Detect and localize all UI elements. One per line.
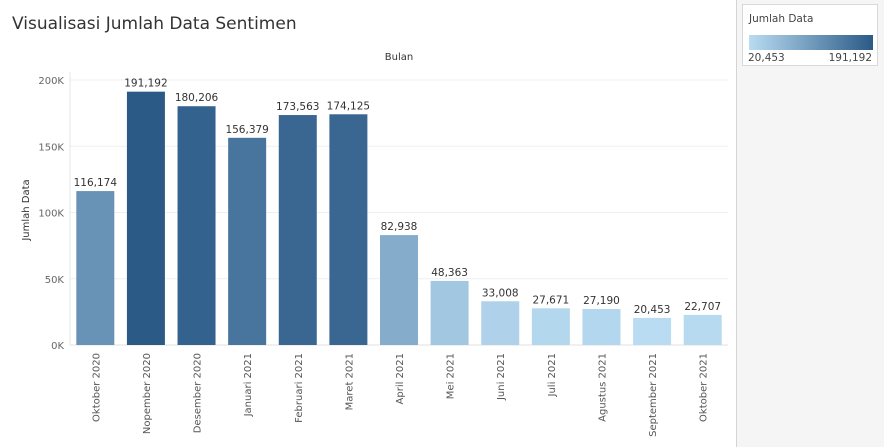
bars	[76, 91, 722, 346]
bar-chart: 0K 50K 100K 150K 200K Bulan Jumlah Data 116,…	[21, 52, 728, 437]
x-tick-label: Februari 2021	[294, 353, 305, 423]
bar[interactable]	[329, 114, 368, 345]
x-tick-label: April 2021	[395, 353, 406, 404]
legend-color-ramp	[749, 35, 873, 50]
x-tick-label: Juli 2021	[547, 353, 558, 397]
bar[interactable]	[76, 191, 115, 345]
x-axis-title: Bulan	[385, 52, 413, 63]
bar-value-label: 174,125	[327, 100, 370, 112]
color-legend[interactable]: Jumlah Data 20,453 191,192	[742, 4, 878, 66]
bar[interactable]	[430, 280, 469, 345]
y-axis-ticks: 0K 50K 100K 150K 200K	[38, 76, 64, 352]
x-tick-label: Juni 2021	[496, 353, 507, 401]
bar-value-label: 173,563	[276, 101, 319, 113]
bar-value-label: 116,174	[74, 177, 118, 189]
legend-title: Jumlah Data	[749, 13, 814, 25]
side-panel	[737, 0, 884, 447]
y-axis-title: Jumlah Data	[21, 179, 32, 241]
x-tick-label: Agustus 2021	[597, 353, 608, 422]
value-labels: 116,174 191,192 180,206 156,379 173,563 174,1…	[74, 78, 721, 316]
x-axis-ticks: Oktober 2020 Nopember 2020 Desember 2020 Ja…	[91, 353, 709, 437]
x-tick-label: Oktober 2021	[699, 353, 710, 422]
x-tick-label: Desember 2020	[193, 353, 204, 433]
bar[interactable]	[380, 235, 418, 345]
y-tick-label: 100K	[38, 209, 64, 220]
bar-value-label: 27,671	[532, 294, 569, 306]
bar-value-label: 27,190	[583, 295, 620, 307]
bar[interactable]	[126, 91, 165, 346]
bar-value-label: 48,363	[431, 267, 468, 279]
x-tick-label: September 2021	[648, 353, 659, 437]
bar-value-label: 180,206	[175, 92, 219, 104]
y-tick-label: 50K	[45, 275, 65, 286]
bar-value-label: 22,707	[684, 301, 721, 313]
bar[interactable]	[531, 308, 570, 345]
bar-value-label: 156,379	[225, 124, 268, 136]
y-tick-label: 150K	[38, 142, 64, 153]
y-tick-label: 0K	[51, 341, 64, 352]
bar[interactable]	[582, 308, 621, 345]
chart-title: Visualisasi Jumlah Data Sentimen	[12, 14, 297, 34]
x-tick-label: Oktober 2020	[91, 353, 102, 422]
bar-value-label: 191,192	[124, 78, 167, 90]
legend-min-label: 20,453	[748, 52, 785, 64]
legend-max-label: 191,192	[828, 52, 872, 64]
x-tick-label: Januari 2021	[243, 353, 254, 417]
bar[interactable]	[228, 137, 267, 345]
x-tick-label: Nopember 2020	[142, 353, 153, 434]
bar-value-label: 33,008	[482, 287, 519, 299]
y-tick-label: 200K	[38, 76, 64, 87]
bar[interactable]	[481, 301, 520, 345]
bar[interactable]	[177, 106, 216, 345]
bar[interactable]	[633, 317, 672, 345]
x-tick-label: Mei 2021	[446, 353, 457, 399]
bar[interactable]	[683, 314, 722, 345]
bar-value-label: 82,938	[381, 221, 418, 233]
chart-pane: Visualisasi Jumlah Data Sentimen 0K 50K 10…	[12, 0, 737, 447]
bar[interactable]	[278, 115, 317, 345]
x-tick-label: Maret 2021	[344, 353, 355, 410]
bar-value-label: 20,453	[634, 304, 671, 316]
